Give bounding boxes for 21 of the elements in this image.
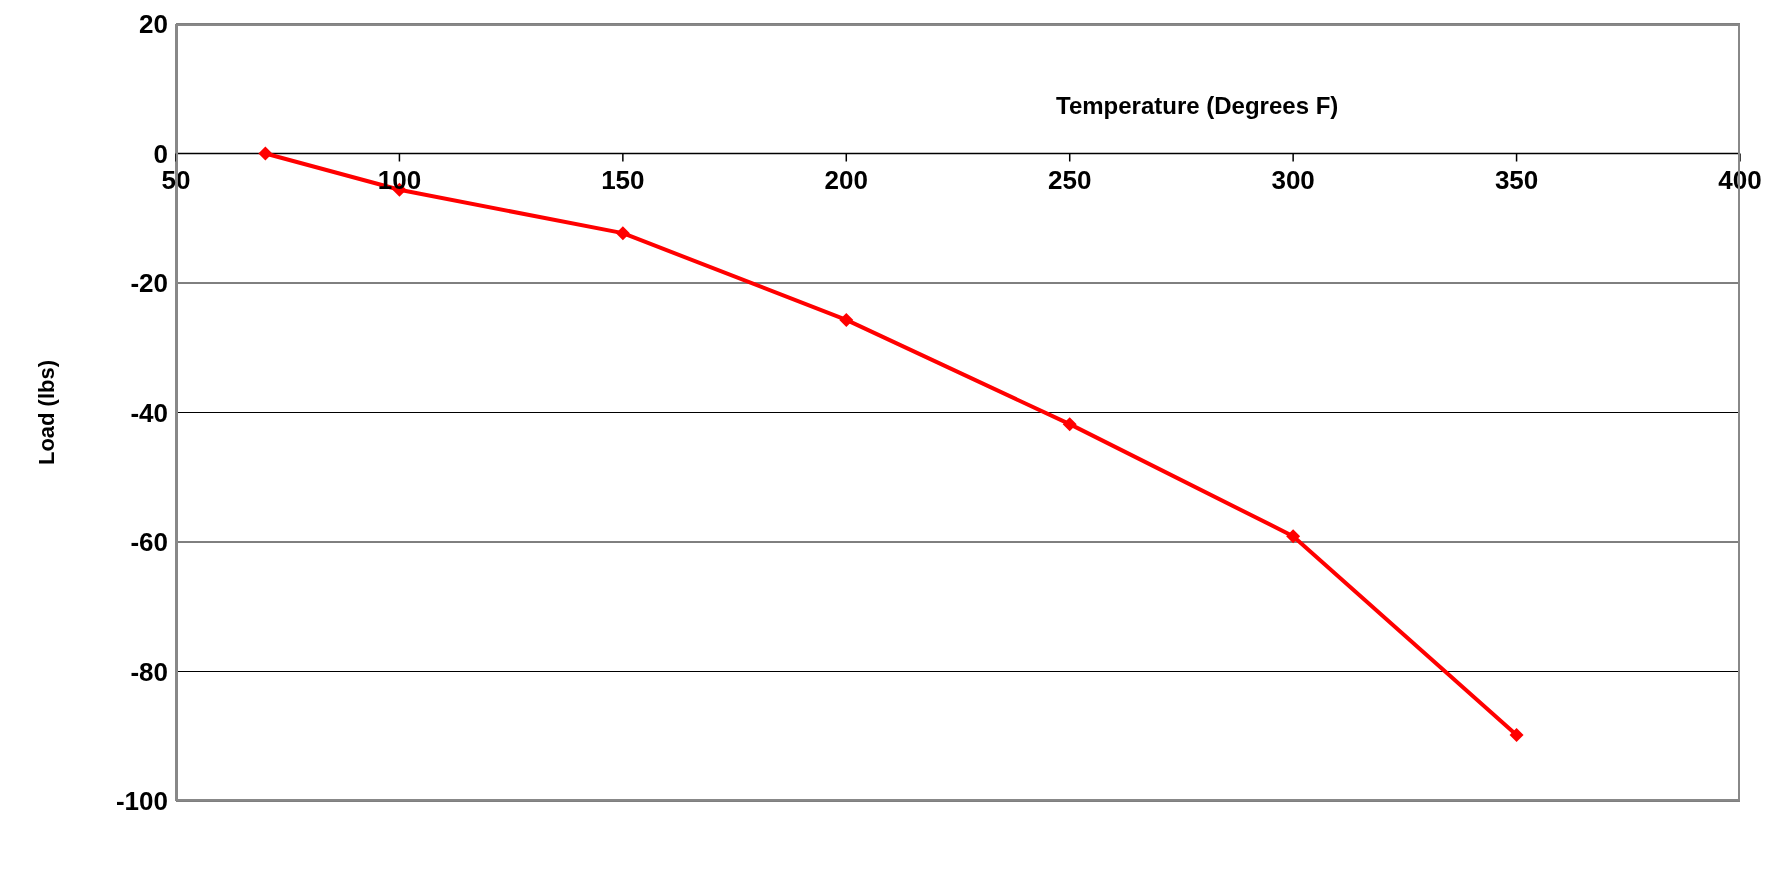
y-tick-label: -80: [130, 656, 168, 687]
point: [615, 226, 630, 241]
x-tick-label: 150: [601, 164, 645, 195]
x-tick-label: 100: [377, 164, 422, 195]
point: [1286, 529, 1301, 544]
y-tick-label: -60: [130, 527, 168, 558]
x-tick-label: 350: [1494, 164, 1539, 195]
y-tick-label: -20: [130, 268, 168, 299]
y-tick-label: 20: [139, 9, 168, 40]
y-tick-label: -100: [115, 786, 168, 817]
y-axis-title: Load (lbs): [33, 359, 59, 466]
x-tick-label: 200: [824, 164, 868, 195]
point: [1062, 417, 1077, 432]
x-tick-label: 300: [1271, 164, 1315, 195]
x-tick-label: 250: [1048, 164, 1092, 195]
x-tick-label: 400: [1718, 164, 1762, 195]
point: [258, 146, 273, 161]
x-axis-title: Temperature (Degrees F): [1056, 92, 1339, 120]
point: [839, 312, 854, 327]
y-tick-label: -40: [130, 397, 168, 428]
point: [1509, 727, 1524, 742]
